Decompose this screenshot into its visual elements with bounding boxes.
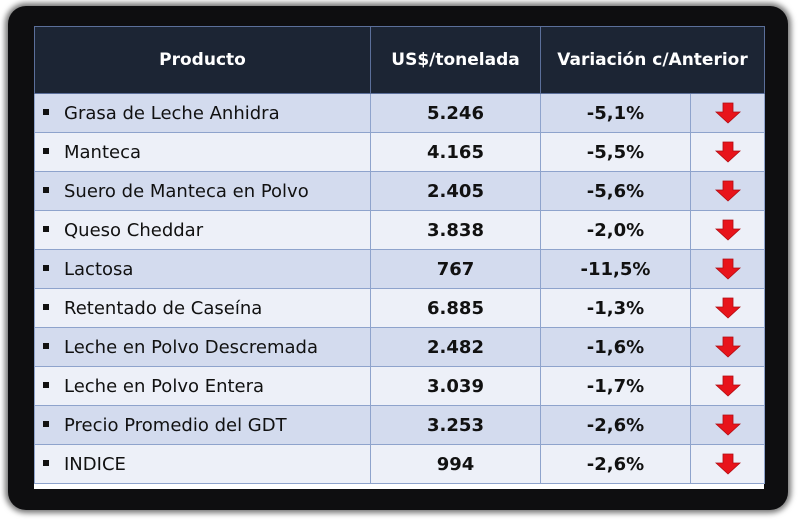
arrow-down-icon	[714, 336, 741, 358]
arrow-down-icon	[714, 375, 741, 397]
bullet-icon	[43, 381, 49, 388]
table-body: Grasa de Leche Anhidra 5.246 -5,1% Manteca 4…	[34, 93, 765, 484]
price-table-container: Producto US$/tonelada Variación c/Anteri…	[34, 26, 765, 489]
table-row: Retentado de Caseína 6.885 -1,3%	[34, 288, 765, 328]
bullet-icon	[43, 186, 49, 193]
bullet-icon	[43, 225, 49, 232]
table-row: Manteca 4.165 -5,5%	[34, 132, 765, 172]
bullet-icon	[43, 459, 49, 466]
trend-cell	[690, 444, 765, 484]
product-cell: INDICE	[34, 444, 371, 484]
variation-cell: -2,6%	[540, 405, 691, 445]
product-name: Leche en Polvo Descremada	[64, 336, 319, 358]
header-price: US$/tonelada	[370, 26, 541, 94]
bullet-icon	[43, 264, 49, 271]
product-cell: Leche en Polvo Entera	[34, 366, 371, 406]
price-cell: 3.039	[370, 366, 541, 406]
table-row: INDICE 994 -2,6%	[34, 444, 765, 484]
table-row: Grasa de Leche Anhidra 5.246 -5,1%	[34, 93, 765, 133]
trend-cell	[690, 366, 765, 406]
variation-cell: -2,0%	[540, 210, 691, 250]
bullet-icon	[43, 147, 49, 154]
trend-cell	[690, 327, 765, 367]
table-row: Lactosa 767 -11,5%	[34, 249, 765, 289]
variation-cell: -2,6%	[540, 444, 691, 484]
variation-cell: -11,5%	[540, 249, 691, 289]
variation-cell: -5,5%	[540, 132, 691, 172]
product-cell: Grasa de Leche Anhidra	[34, 93, 371, 133]
bullet-icon	[43, 108, 49, 115]
bullet-icon	[43, 420, 49, 427]
price-cell: 2.405	[370, 171, 541, 211]
arrow-down-icon	[714, 258, 741, 280]
price-cell: 5.246	[370, 93, 541, 133]
table-frame: Producto US$/tonelada Variación c/Anteri…	[8, 6, 788, 510]
product-cell: Lactosa	[34, 249, 371, 289]
product-cell: Manteca	[34, 132, 371, 172]
price-table: Producto US$/tonelada Variación c/Anteri…	[34, 26, 765, 484]
product-name: Manteca	[64, 141, 142, 163]
header-variation: Variación c/Anterior	[540, 26, 765, 94]
header-product: Producto	[34, 26, 371, 94]
product-name: INDICE	[64, 453, 126, 475]
trend-cell	[690, 288, 765, 328]
arrow-down-icon	[714, 297, 741, 319]
table-row: Leche en Polvo Descremada 2.482 -1,6%	[34, 327, 765, 367]
trend-cell	[690, 93, 765, 133]
trend-cell	[690, 249, 765, 289]
table-row: Precio Promedio del GDT 3.253 -2,6%	[34, 405, 765, 445]
product-name: Grasa de Leche Anhidra	[64, 102, 280, 124]
bullet-icon	[43, 342, 49, 349]
arrow-down-icon	[714, 414, 741, 436]
price-cell: 3.253	[370, 405, 541, 445]
variation-cell: -5,6%	[540, 171, 691, 211]
trend-cell	[690, 405, 765, 445]
trend-cell	[690, 171, 765, 211]
product-name: Queso Cheddar	[64, 219, 204, 241]
product-name: Precio Promedio del GDT	[64, 414, 287, 436]
price-cell: 3.838	[370, 210, 541, 250]
table-row: Leche en Polvo Entera 3.039 -1,7%	[34, 366, 765, 406]
arrow-down-icon	[714, 180, 741, 202]
variation-cell: -5,1%	[540, 93, 691, 133]
product-name: Suero de Manteca en Polvo	[64, 180, 309, 202]
price-cell: 2.482	[370, 327, 541, 367]
table-header-row: Producto US$/tonelada Variación c/Anteri…	[34, 26, 765, 94]
bullet-icon	[43, 303, 49, 310]
price-cell: 4.165	[370, 132, 541, 172]
variation-cell: -1,3%	[540, 288, 691, 328]
table-row: Queso Cheddar 3.838 -2,0%	[34, 210, 765, 250]
table-row: Suero de Manteca en Polvo 2.405 -5,6%	[34, 171, 765, 211]
arrow-down-icon	[714, 453, 741, 475]
arrow-down-icon	[714, 102, 741, 124]
product-name: Leche en Polvo Entera	[64, 375, 265, 397]
product-cell: Queso Cheddar	[34, 210, 371, 250]
trend-cell	[690, 210, 765, 250]
product-name: Lactosa	[64, 258, 134, 280]
product-cell: Precio Promedio del GDT	[34, 405, 371, 445]
product-name: Retentado de Caseína	[64, 297, 263, 319]
price-cell: 6.885	[370, 288, 541, 328]
product-cell: Leche en Polvo Descremada	[34, 327, 371, 367]
product-cell: Retentado de Caseína	[34, 288, 371, 328]
arrow-down-icon	[714, 141, 741, 163]
price-cell: 767	[370, 249, 541, 289]
variation-cell: -1,6%	[540, 327, 691, 367]
price-cell: 994	[370, 444, 541, 484]
trend-cell	[690, 132, 765, 172]
product-cell: Suero de Manteca en Polvo	[34, 171, 371, 211]
arrow-down-icon	[714, 219, 741, 241]
variation-cell: -1,7%	[540, 366, 691, 406]
